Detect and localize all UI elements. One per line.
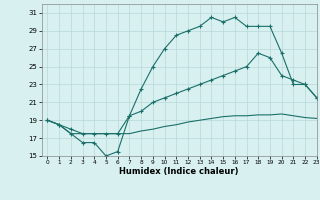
X-axis label: Humidex (Indice chaleur): Humidex (Indice chaleur) <box>119 167 239 176</box>
